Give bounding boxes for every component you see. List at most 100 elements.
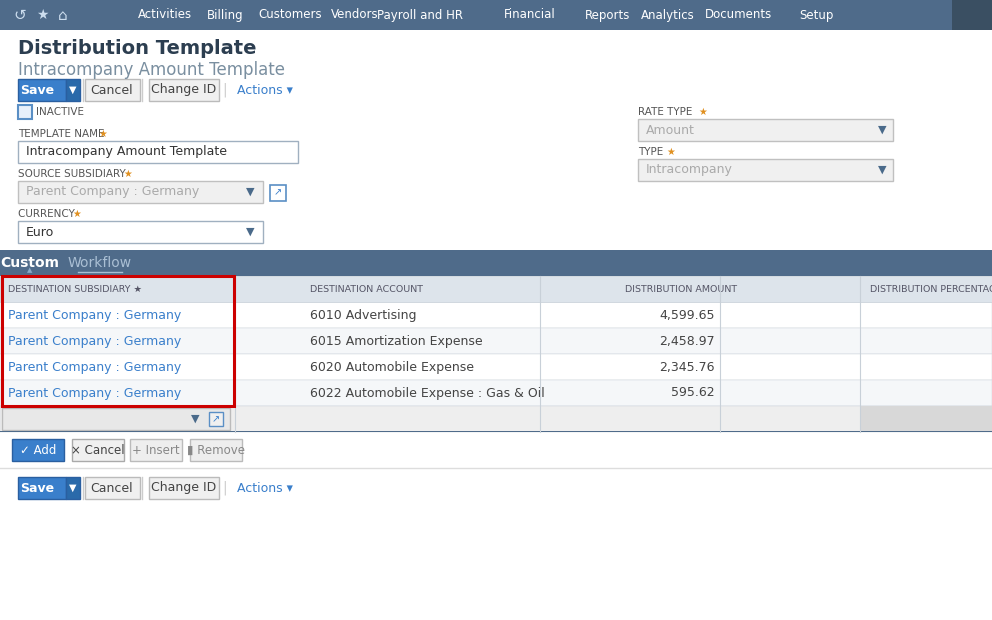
Text: ▼: ▼	[246, 227, 254, 237]
Text: Distribution Template: Distribution Template	[18, 38, 257, 58]
Bar	[2, 276, 234, 406]
Text: 595.62: 595.62	[672, 386, 715, 399]
Text: Change ID: Change ID	[152, 482, 216, 495]
Bar	[130, 439, 182, 461]
Text: Intracompany Amount Template: Intracompany Amount Template	[18, 61, 285, 79]
Bar	[860, 406, 992, 432]
Text: ↗: ↗	[274, 187, 282, 197]
Text: Amount: Amount	[646, 123, 694, 136]
Text: ▼: ▼	[878, 125, 886, 135]
Text: Workflow: Workflow	[67, 256, 132, 270]
Bar	[18, 181, 263, 203]
Bar	[85, 79, 140, 101]
Text: INACTIVE: INACTIVE	[36, 107, 84, 117]
Text: Activities: Activities	[138, 9, 192, 22]
Text: 6015 Amortization Expense: 6015 Amortization Expense	[310, 335, 483, 347]
Bar	[18, 79, 66, 101]
Text: TYPE: TYPE	[638, 147, 667, 157]
Text: TEMPLATE NAME: TEMPLATE NAME	[18, 129, 108, 139]
Text: Setup: Setup	[799, 9, 833, 22]
Text: Analytics: Analytics	[641, 9, 694, 22]
Text: DESTINATION SUBSIDIARY ★: DESTINATION SUBSIDIARY ★	[8, 285, 142, 293]
Bar	[149, 477, 219, 499]
Text: DESTINATION ACCOUNT: DESTINATION ACCOUNT	[310, 285, 423, 293]
Text: ★: ★	[72, 209, 80, 219]
Bar	[0, 276, 992, 302]
Text: ▮ Remove: ▮ Remove	[187, 443, 245, 456]
Text: ▼: ▼	[246, 187, 254, 197]
Bar	[18, 221, 263, 243]
Text: DISTRIBUTION AMOUNT: DISTRIBUTION AMOUNT	[625, 285, 737, 293]
Text: Actions ▾: Actions ▾	[237, 84, 293, 97]
Text: Customers: Customers	[258, 9, 321, 22]
Bar	[2, 408, 230, 430]
Text: Billing: Billing	[206, 9, 243, 22]
Bar	[66, 477, 80, 499]
Text: 6020 Automobile Expense: 6020 Automobile Expense	[310, 360, 474, 373]
Text: ▲: ▲	[28, 267, 33, 273]
Text: ✓ Add: ✓ Add	[20, 443, 57, 456]
Text: Intracompany Amount Template: Intracompany Amount Template	[26, 146, 227, 159]
Bar	[0, 302, 992, 328]
Bar	[0, 431, 992, 432]
Text: Vendors: Vendors	[331, 9, 379, 22]
Text: Parent Company : Germany: Parent Company : Germany	[26, 185, 199, 198]
Bar	[270, 185, 286, 201]
Text: ★: ★	[698, 107, 706, 117]
Text: ★: ★	[666, 147, 675, 157]
Text: ▼: ▼	[878, 165, 886, 175]
Text: Parent Company : Germany: Parent Company : Germany	[8, 360, 182, 373]
Bar	[18, 105, 32, 119]
Text: Parent Company : Germany: Parent Company : Germany	[8, 386, 182, 399]
Bar	[12, 439, 64, 461]
Text: ★: ★	[123, 169, 132, 179]
Text: ▼: ▼	[69, 483, 76, 493]
Text: Change ID: Change ID	[152, 84, 216, 97]
Text: Actions ▾: Actions ▾	[237, 482, 293, 495]
Bar	[66, 79, 80, 101]
Text: Custom: Custom	[1, 256, 60, 270]
Bar	[0, 328, 992, 354]
Bar	[72, 439, 124, 461]
Bar	[952, 0, 992, 30]
Bar	[209, 412, 223, 426]
Text: ★: ★	[36, 8, 49, 22]
Text: ★: ★	[98, 129, 107, 139]
Bar	[18, 477, 66, 499]
Text: 6010 Advertising: 6010 Advertising	[310, 309, 417, 322]
Text: 2,458.97: 2,458.97	[660, 335, 715, 347]
Text: CURRENCY: CURRENCY	[18, 209, 78, 219]
Text: Reports: Reports	[585, 9, 631, 22]
Text: SOURCE SUBSIDIARY: SOURCE SUBSIDIARY	[18, 169, 129, 179]
Text: Euro: Euro	[26, 226, 55, 239]
Bar	[0, 406, 992, 432]
Text: Parent Company : Germany: Parent Company : Germany	[8, 335, 182, 347]
Bar	[638, 119, 893, 141]
Text: + Insert: + Insert	[132, 443, 180, 456]
Bar	[0, 0, 992, 30]
Text: ⌂: ⌂	[59, 7, 67, 22]
Bar	[190, 439, 242, 461]
Text: |: |	[222, 480, 227, 495]
Text: ▼: ▼	[69, 85, 76, 95]
Text: RATE TYPE: RATE TYPE	[638, 107, 695, 117]
Text: DISTRIBUTION PERCENTAGE: DISTRIBUTION PERCENTAGE	[870, 285, 992, 293]
Text: Cancel: Cancel	[90, 84, 133, 97]
Text: ↺: ↺	[14, 7, 27, 22]
Text: Parent Company : Germany: Parent Company : Germany	[8, 309, 182, 322]
Text: Cancel: Cancel	[90, 482, 133, 495]
Text: |: |	[222, 82, 227, 97]
Text: Save: Save	[20, 482, 54, 495]
Bar	[85, 477, 140, 499]
Text: × Cancel: × Cancel	[71, 443, 125, 456]
Bar	[2, 276, 234, 406]
Text: Intracompany: Intracompany	[646, 164, 733, 177]
Text: Payroll and HR: Payroll and HR	[377, 9, 463, 22]
Text: ▼: ▼	[190, 414, 199, 424]
Text: Financial: Financial	[504, 9, 556, 22]
Bar	[0, 354, 992, 380]
Text: Documents: Documents	[704, 9, 772, 22]
Bar	[18, 141, 298, 163]
Text: 6022 Automobile Expense : Gas & Oil: 6022 Automobile Expense : Gas & Oil	[310, 386, 545, 399]
Text: 4,599.65: 4,599.65	[660, 309, 715, 322]
